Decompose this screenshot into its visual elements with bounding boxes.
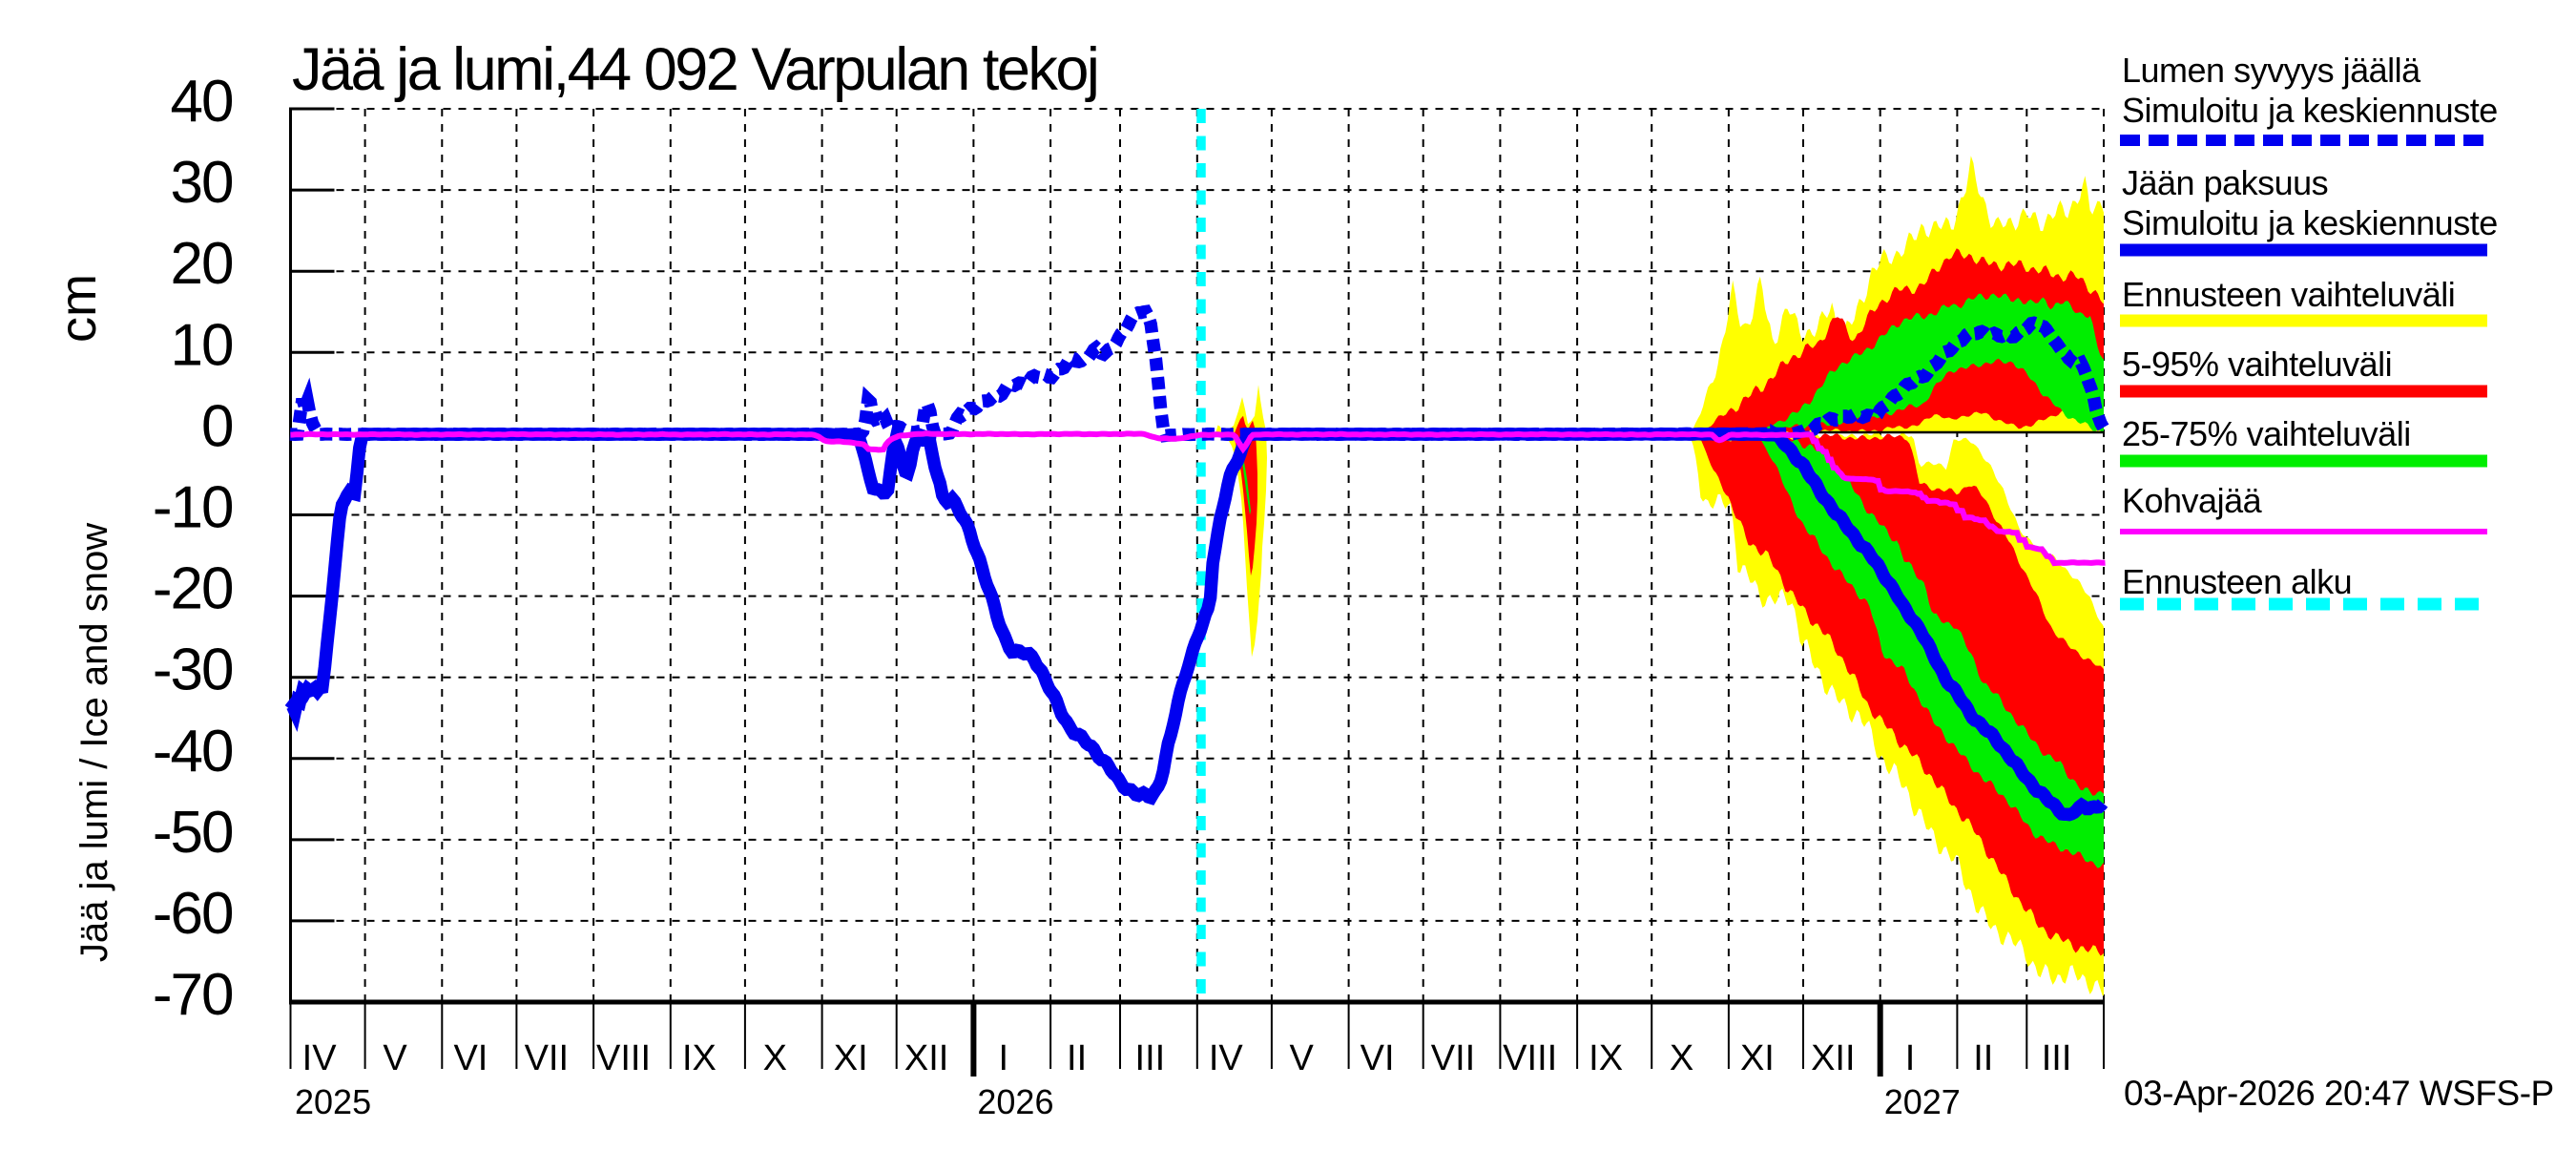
svg-text:II: II [1973, 1038, 1993, 1078]
svg-text:IV: IV [1209, 1038, 1244, 1078]
svg-text:VIII: VIII [1503, 1038, 1557, 1078]
svg-text:VII: VII [1431, 1038, 1475, 1078]
svg-text:VII: VII [525, 1038, 569, 1078]
svg-text:2027: 2027 [1884, 1082, 1961, 1121]
svg-text:III: III [2042, 1038, 2072, 1078]
svg-text:IV: IV [302, 1038, 338, 1078]
svg-text:-50: -50 [153, 800, 233, 866]
svg-text:2026: 2026 [977, 1082, 1053, 1121]
svg-text:Jää ja lumi,44 092 Varpulan te: Jää ja lumi,44 092 Varpulan tekoj [292, 36, 1097, 103]
svg-text:Ennusteen vaihteluväli: Ennusteen vaihteluväli [2122, 275, 2455, 314]
svg-text:-10: -10 [153, 475, 233, 541]
svg-text:2025: 2025 [295, 1082, 371, 1121]
svg-text:-60: -60 [153, 881, 233, 947]
svg-text:VIII: VIII [596, 1038, 651, 1078]
svg-text:30: 30 [171, 150, 233, 216]
svg-text:25-75% vaihteluväli: 25-75% vaihteluväli [2122, 414, 2411, 453]
svg-text:-20: -20 [153, 556, 233, 622]
svg-text:Simuloitu ja keskiennuste: Simuloitu ja keskiennuste [2122, 91, 2498, 130]
svg-text:XII: XII [904, 1038, 948, 1078]
svg-text:-30: -30 [153, 638, 233, 703]
svg-text:cm: cm [50, 274, 107, 343]
svg-text:Lumen syvyys jäällä: Lumen syvyys jäällä [2122, 51, 2421, 90]
svg-text:5-95% vaihteluväli: 5-95% vaihteluväli [2122, 345, 2392, 384]
svg-text:40: 40 [171, 69, 233, 135]
svg-text:VI: VI [1361, 1038, 1395, 1078]
svg-text:Jään paksuus: Jään paksuus [2122, 163, 2328, 202]
svg-text:-40: -40 [153, 719, 233, 784]
svg-text:Kohvajää: Kohvajää [2122, 481, 2263, 520]
svg-text:XI: XI [1740, 1038, 1775, 1078]
svg-text:X: X [763, 1038, 787, 1078]
svg-text:0: 0 [201, 393, 233, 459]
svg-text:03-Apr-2026 20:47 WSFS-P: 03-Apr-2026 20:47 WSFS-P [2124, 1074, 2554, 1113]
svg-text:I: I [999, 1038, 1009, 1078]
svg-text:Jää ja lumi / Ice and snow: Jää ja lumi / Ice and snow [73, 523, 115, 962]
svg-text:Ennusteen alku: Ennusteen alku [2122, 562, 2352, 601]
svg-text:II: II [1067, 1038, 1087, 1078]
svg-text:-70: -70 [153, 962, 233, 1028]
svg-text:X: X [1670, 1038, 1693, 1078]
svg-text:XII: XII [1811, 1038, 1855, 1078]
svg-text:20: 20 [171, 231, 233, 297]
svg-text:V: V [383, 1038, 407, 1078]
svg-text:Simuloitu ja keskiennuste: Simuloitu ja keskiennuste [2122, 203, 2498, 242]
svg-text:V: V [1290, 1038, 1315, 1078]
svg-text:I: I [1905, 1038, 1916, 1078]
svg-text:10: 10 [171, 312, 233, 378]
svg-text:VI: VI [453, 1038, 488, 1078]
svg-text:IX: IX [682, 1038, 717, 1078]
svg-text:IX: IX [1589, 1038, 1623, 1078]
svg-text:III: III [1135, 1038, 1166, 1078]
svg-text:XI: XI [834, 1038, 868, 1078]
